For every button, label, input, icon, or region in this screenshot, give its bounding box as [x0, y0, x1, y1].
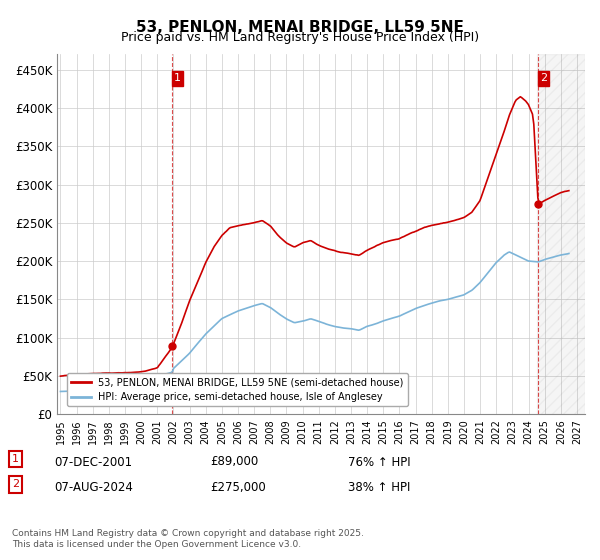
Text: 1: 1: [174, 73, 181, 83]
Text: £89,000: £89,000: [210, 455, 258, 469]
Text: Price paid vs. HM Land Registry's House Price Index (HPI): Price paid vs. HM Land Registry's House …: [121, 31, 479, 44]
Text: 2: 2: [540, 73, 547, 83]
Text: 2: 2: [12, 479, 19, 489]
Text: Contains HM Land Registry data © Crown copyright and database right 2025.
This d: Contains HM Land Registry data © Crown c…: [12, 529, 364, 549]
Text: 53, PENLON, MENAI BRIDGE, LL59 5NE: 53, PENLON, MENAI BRIDGE, LL59 5NE: [136, 20, 464, 35]
Text: £275,000: £275,000: [210, 480, 266, 494]
Text: 76% ↑ HPI: 76% ↑ HPI: [348, 455, 410, 469]
Text: 07-DEC-2001: 07-DEC-2001: [54, 455, 132, 469]
Text: 07-AUG-2024: 07-AUG-2024: [54, 480, 133, 494]
Text: 38% ↑ HPI: 38% ↑ HPI: [348, 480, 410, 494]
Text: 1: 1: [12, 454, 19, 464]
Bar: [536, 54, 585, 414]
Legend: 53, PENLON, MENAI BRIDGE, LL59 5NE (semi-detached house), HPI: Average price, se: 53, PENLON, MENAI BRIDGE, LL59 5NE (semi…: [67, 374, 408, 406]
